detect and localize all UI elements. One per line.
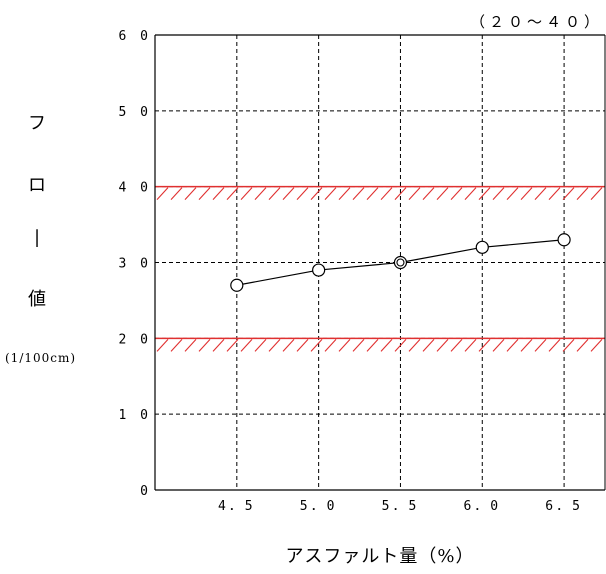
hatch-mark xyxy=(548,187,561,201)
hatch-mark xyxy=(156,187,169,201)
y-tick-label-50: 5 0 xyxy=(119,105,151,120)
grid-lines xyxy=(155,34,605,490)
hatch-mark xyxy=(240,187,253,201)
hatch-mark xyxy=(352,187,365,201)
data-series xyxy=(230,233,571,292)
hatch-mark xyxy=(366,338,379,352)
hatch-mark xyxy=(450,338,463,352)
hatch-mark xyxy=(198,338,211,352)
hatch-mark xyxy=(296,187,309,201)
hatch-mark xyxy=(394,187,407,201)
hatch-mark xyxy=(268,338,281,352)
hatch-mark xyxy=(212,338,225,352)
y-axis-label-char-4: 値 xyxy=(28,289,46,310)
hatch-mark xyxy=(562,338,575,352)
y-tick-label-20: 2 0 xyxy=(119,332,151,347)
y-tick-label-0: 0 xyxy=(140,484,151,499)
hatch-mark xyxy=(170,338,183,352)
hatch-mark xyxy=(184,338,197,352)
x-tick-label-5: 5．0 xyxy=(300,499,338,514)
hatch-mark xyxy=(408,338,421,352)
axes xyxy=(154,34,606,491)
hatch-mark xyxy=(324,338,337,352)
data-point-6.5 xyxy=(557,233,571,247)
hatch-mark xyxy=(450,187,463,201)
x-tick-label-6: 6．0 xyxy=(463,499,501,514)
hatch-mark xyxy=(576,338,589,352)
hatch-mark xyxy=(282,187,295,201)
y-axis-label-char-2: ロ xyxy=(28,175,46,196)
hatch-mark xyxy=(310,187,323,201)
hatch-mark xyxy=(478,187,491,201)
tick-labels: 0 1 0 2 0 3 0 4 0 5 0 6 0 4．5 5．0 5．5 6．0 6．5 xyxy=(119,29,583,514)
hatch-mark xyxy=(380,187,393,201)
hatch-mark xyxy=(534,338,547,352)
hatch-mark xyxy=(380,338,393,352)
hatch-mark xyxy=(394,338,407,352)
hatch-mark xyxy=(240,338,253,352)
data-point-5.5 xyxy=(393,255,408,270)
hatch-mark xyxy=(534,187,547,201)
data-point-4.5 xyxy=(230,278,244,292)
y-axis-unit: (1/100cm) xyxy=(5,351,76,365)
y-axis-label-char-3: | xyxy=(34,227,40,248)
data-point-5 xyxy=(312,263,326,277)
hatch-mark xyxy=(436,338,449,352)
hatch-mark xyxy=(464,187,477,201)
hatch-mark xyxy=(590,338,603,352)
hatch-mark xyxy=(506,338,519,352)
hatch-mark xyxy=(310,338,323,352)
hatch-mark xyxy=(226,187,239,201)
hatch-mark xyxy=(170,187,183,201)
hatch-mark xyxy=(408,187,421,201)
y-tick-label-30: 3 0 xyxy=(119,257,151,272)
y-tick-label-10: 1 0 xyxy=(119,408,151,423)
hatch-mark xyxy=(254,187,267,201)
hatch-mark xyxy=(184,187,197,201)
y-tick-label-40: 4 0 xyxy=(119,181,151,196)
limit-bands xyxy=(155,185,605,352)
y-axis-label-char-1: フ xyxy=(28,113,46,134)
hatch-mark xyxy=(254,338,267,352)
hatch-mark xyxy=(296,338,309,352)
hatch-mark xyxy=(436,187,449,201)
hatch-mark xyxy=(268,187,281,201)
hatch-mark xyxy=(366,187,379,201)
data-point-6 xyxy=(475,240,489,254)
hatch-mark xyxy=(506,187,519,201)
x-tick-label-6.5: 6．5 xyxy=(545,499,583,514)
hatch-mark xyxy=(492,187,505,201)
hatch-mark xyxy=(282,338,295,352)
hatch-mark xyxy=(156,338,169,352)
x-tick-label-4.5: 4．5 xyxy=(218,499,256,514)
hatch-mark xyxy=(212,187,225,201)
hatch-mark xyxy=(562,187,575,201)
y-tick-label-60: 6 0 xyxy=(119,29,151,44)
hatch-mark xyxy=(520,338,533,352)
upper-limit-band xyxy=(155,185,605,201)
hatch-mark xyxy=(352,338,365,352)
hatch-mark xyxy=(422,187,435,201)
x-tick-label-5.5: 5．5 xyxy=(382,499,420,514)
hatch-mark xyxy=(520,187,533,201)
hatch-mark xyxy=(338,338,351,352)
hatch-mark xyxy=(576,187,589,201)
lower-limit-band xyxy=(155,337,605,352)
hatch-mark xyxy=(492,338,505,352)
hatch-mark xyxy=(198,187,211,201)
range-label: （２０～４０） xyxy=(470,13,603,31)
hatch-mark xyxy=(324,187,337,201)
hatch-mark xyxy=(464,338,477,352)
hatch-mark xyxy=(422,338,435,352)
optimum-marker-inner xyxy=(396,258,405,267)
hatch-mark xyxy=(590,187,603,201)
x-axis-label: アスファルト量（%） xyxy=(285,546,474,567)
hatch-mark xyxy=(338,187,351,201)
hatch-mark xyxy=(226,338,239,352)
hatch-mark xyxy=(478,338,491,352)
hatch-mark xyxy=(548,338,561,352)
